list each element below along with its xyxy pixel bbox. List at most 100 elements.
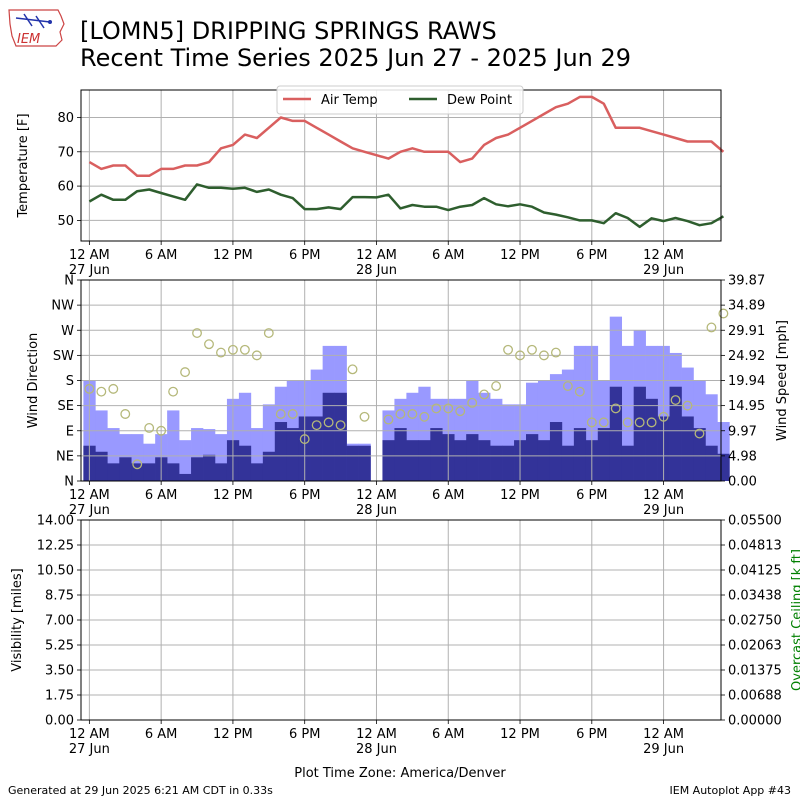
x-tick-label: 29 Jun: [643, 503, 684, 518]
wind-direction-point: [718, 308, 729, 319]
gust-bar: [179, 440, 192, 481]
panel-frame: [80, 519, 722, 721]
temperature-axis-label: Temperature [F]: [16, 113, 31, 218]
speed-bar: [573, 428, 587, 481]
wind-direction-tick-label: SE: [58, 399, 74, 414]
x-tick-label: 27 Jun: [69, 263, 110, 278]
x-tick-label: 29 Jun: [643, 263, 684, 278]
ceiling-tick-label: 0.00000: [728, 714, 782, 729]
speed-bar: [203, 454, 216, 481]
x-tick-label: 28 Jun: [356, 503, 397, 518]
x-tick-label: 12 AM: [69, 727, 110, 742]
speed-bar: [681, 416, 694, 481]
wind-direction-point: [455, 406, 466, 417]
speed-bar: [478, 440, 491, 481]
chart-title: [LOMN5] DRIPPING SPRINGS RAWS: [80, 17, 497, 45]
x-tick-label: 6 PM: [576, 488, 607, 503]
dew-point-line: [88, 183, 725, 229]
speed-bar: [214, 463, 228, 481]
ceiling-tick-label: 0.04125: [728, 564, 782, 579]
wind-direction-point: [598, 417, 609, 428]
wind-direction-point: [610, 403, 621, 414]
speed-bar: [107, 463, 120, 481]
speed-bar: [466, 434, 479, 481]
temperature-tick-label: 60: [57, 180, 74, 195]
speed-bar: [334, 392, 347, 481]
x-tick-label: 27 Jun: [69, 503, 110, 518]
wind-direction-tick-label: N: [64, 475, 74, 490]
wind-direction-point: [192, 328, 202, 338]
wind-speed-tick-label: 19.94: [728, 374, 765, 389]
wind-speed-axis-label: Wind Speed [mph]: [775, 320, 790, 441]
speed-bar: [597, 428, 611, 481]
wind-speed-tick-label: 9.97: [728, 424, 757, 439]
x-tick-label: 6 PM: [289, 248, 320, 263]
speed-bar: [322, 392, 335, 481]
x-axis-label: Plot Time Zone: America/Denver: [294, 766, 506, 781]
x-tick-label: 6 AM: [145, 248, 178, 263]
generated-timestamp: Generated at 29 Jun 2025 6:21 AM CDT in …: [8, 784, 273, 797]
iem-logo: IEM: [6, 6, 66, 50]
ceiling-tick-label: 0.03438: [728, 589, 782, 604]
x-tick-label: 12 AM: [643, 727, 684, 742]
speed-bar: [167, 463, 180, 481]
wind-direction-point: [682, 400, 693, 411]
wind-direction-tick-label: NW: [51, 299, 74, 314]
visibility-axis-label: Visibility [miles]: [10, 568, 25, 671]
wind-direction-point: [144, 423, 155, 433]
speed-bar: [406, 440, 419, 481]
visibility-tick-label: 12.25: [37, 539, 74, 554]
speed-bar: [191, 457, 204, 481]
legend-dew-point-label: Dew Point: [447, 93, 512, 108]
visibility-tick-label: 0.00: [45, 714, 74, 729]
wind-direction-point: [287, 409, 298, 419]
wind-direction-point: [694, 428, 705, 439]
wind-direction-point: [562, 381, 573, 392]
ceiling-axis-label: Overcast Ceiling [k ft]: [790, 549, 800, 691]
wind-direction-point: [431, 403, 442, 414]
speed-bar: [490, 445, 503, 481]
x-tick-label: 6 AM: [432, 488, 465, 503]
x-tick-label: 12 AM: [643, 488, 684, 503]
speed-bar: [717, 453, 730, 481]
wind-direction-axis-label: Wind Direction: [26, 333, 41, 429]
wind-speed-tick-label: 24.92: [728, 349, 765, 364]
logo-text: IEM: [17, 32, 40, 47]
wind-direction-tick-label: W: [61, 324, 74, 339]
speed-bar: [250, 463, 264, 481]
x-tick-label: 27 Jun: [69, 742, 110, 757]
wind-direction-point: [251, 350, 262, 361]
wind-direction-point: [658, 411, 669, 422]
x-tick-label: 12 PM: [213, 248, 253, 263]
wind-speed-tick-label: 29.91: [728, 324, 765, 339]
speed-bar: [430, 428, 443, 481]
x-tick-label: 12 AM: [356, 727, 397, 742]
speed-bar: [358, 445, 371, 481]
wind-speed-tick-label: 14.95: [728, 399, 765, 414]
speed-bar: [549, 422, 563, 481]
visibility-tick-label: 3.50: [45, 664, 74, 679]
speed-bar: [526, 434, 539, 481]
wind-direction-point: [670, 395, 681, 405]
legend-air-temp-label: Air Temp: [321, 93, 378, 108]
wind-direction-point: [503, 344, 514, 355]
x-tick-label: 12 AM: [356, 248, 397, 263]
wind-direction-tick-label: S: [66, 374, 74, 389]
wind-direction-point: [467, 397, 478, 408]
wind-direction-point: [96, 386, 107, 397]
speed-bar: [645, 398, 658, 481]
x-tick-label: 12 PM: [500, 727, 540, 742]
wind-direction-point: [527, 344, 537, 355]
speed-bar: [262, 451, 276, 481]
speed-bar: [310, 416, 323, 481]
temperature-tick-label: 80: [57, 111, 74, 126]
wind-direction-point: [515, 350, 525, 361]
x-tick-label: 12 PM: [213, 727, 253, 742]
wind-direction-point: [168, 386, 179, 397]
x-tick-label: 12 AM: [356, 488, 397, 503]
wind-direction-point: [84, 383, 95, 394]
wind-direction-point: [634, 417, 645, 428]
x-tick-label: 12 PM: [213, 488, 253, 503]
speed-bar: [633, 386, 646, 481]
